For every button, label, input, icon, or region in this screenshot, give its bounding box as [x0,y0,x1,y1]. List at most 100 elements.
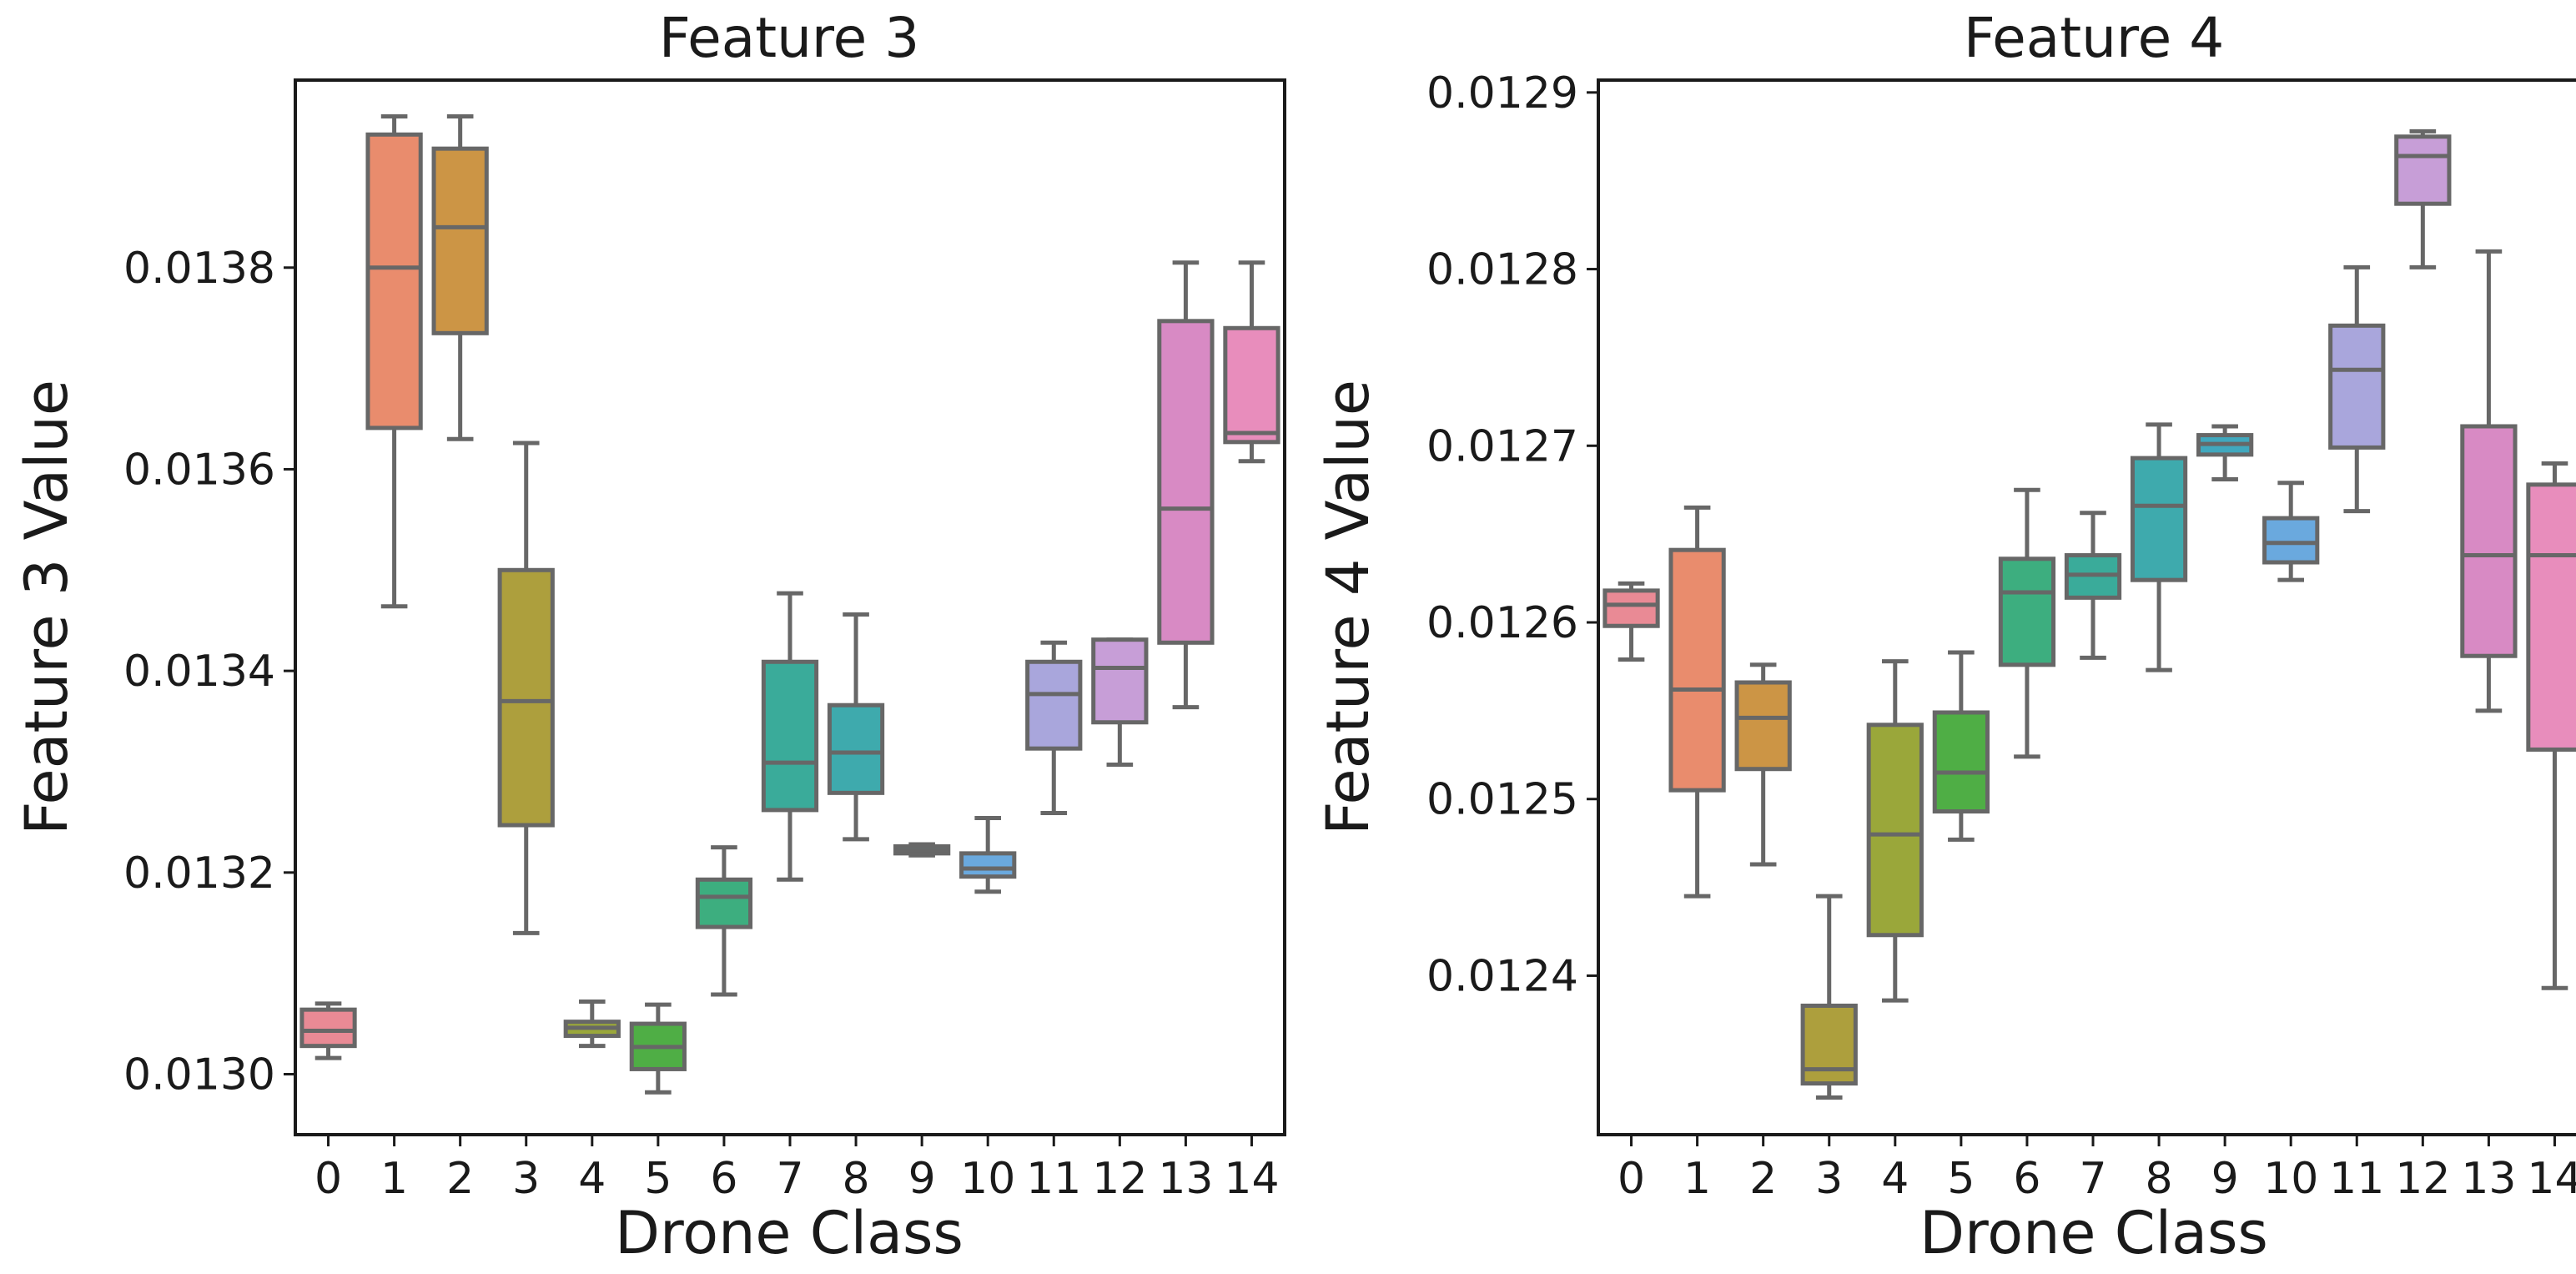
x-tick-label: 14 [1224,1154,1279,1204]
box-class-1 [365,114,423,609]
y-tick-label: 0.0138 [123,244,275,294]
box-iqr [2130,456,2188,582]
x-tick-label: 5 [644,1154,672,1204]
x-tick-label: 5 [1947,1154,1975,1204]
box-class-9 [893,842,951,858]
box-iqr [1866,723,1924,938]
box-iqr [2460,424,2518,658]
x-tick-label: 13 [1158,1154,1213,1204]
box-class-12 [2394,128,2452,269]
box-iqr [1734,680,1792,772]
box-class-2 [1734,662,1792,867]
x-tick-label: 6 [2013,1154,2040,1204]
y-tick-label: 0.0126 [1426,598,1578,648]
chart-feature-3: Feature 3 Feature 3 Value Drone Class 0.… [13,6,1286,1267]
x-tick-label: 7 [2079,1154,2106,1204]
box-class-11 [1025,640,1083,816]
box-iqr [497,567,555,828]
box-iqr [1998,556,2056,667]
box-iqr [1091,637,1149,725]
x-tick-label: 4 [1881,1154,1909,1204]
box-class-12 [1091,637,1149,768]
box-class-3 [1800,894,1858,1100]
box-class-5 [629,1002,687,1095]
x-tick-label: 1 [1683,1154,1711,1204]
box-class-7 [2064,511,2122,660]
box-iqr [2394,134,2452,206]
box-class-10 [959,816,1017,894]
box-class-14 [2526,461,2576,990]
y-axis-label: Feature 3 Value [13,380,81,835]
box-iqr [827,702,885,795]
box-iqr [1157,319,1215,645]
y-tick-label: 0.0124 [1426,951,1578,1001]
box-class-9 [2196,424,2254,481]
chart-title: Feature 4 [1964,6,2224,70]
x-tick-label: 12 [1092,1154,1147,1204]
box-class-10 [2262,481,2320,582]
box-iqr [959,851,1017,879]
box-iqr [2262,516,2320,565]
box-class-7 [761,591,819,882]
x-tick-label: 7 [776,1154,803,1204]
x-tick-label: 8 [2146,1154,2173,1204]
box-iqr [1602,588,1660,628]
plot-frame [1597,78,2576,1136]
box-iqr [2526,482,2576,752]
box-iqr [1025,659,1083,751]
x-ticks: 0 1 2 3 4 5 6 7 8 9 10 11 12 13 14 [1618,1135,2576,1204]
box-iqr [1932,710,1990,814]
box-iqr [2328,323,2386,450]
box-class-4 [1866,659,1924,1003]
x-tick-label: 0 [1618,1154,1645,1204]
box-iqr [365,132,423,431]
box-class-8 [2130,422,2188,672]
box-class-11 [2328,264,2386,514]
x-tick-label: 8 [843,1154,870,1204]
x-tick-label: 2 [446,1154,474,1204]
x-tick-label: 9 [2211,1154,2239,1204]
box-iqr [431,146,489,335]
x-tick-label: 11 [2329,1154,2384,1204]
x-tick-label: 4 [578,1154,606,1204]
x-tick-label: 13 [2461,1154,2516,1204]
box-iqr [695,877,753,929]
x-tick-label: 12 [2395,1154,2450,1204]
x-tick-label: 1 [380,1154,408,1204]
x-tick-label: 3 [1815,1154,1843,1204]
box-class-1 [1668,505,1726,899]
box-class-13 [2460,249,2518,713]
box-class-13 [1157,260,1215,710]
box-class-8 [827,612,885,842]
box-class-6 [695,845,753,997]
box-class-0 [299,1001,357,1060]
box-iqr [1223,325,1280,445]
plot-frame [294,78,1286,1136]
x-tick-label: 0 [314,1154,342,1204]
y-tick-label: 0.0125 [1426,775,1578,825]
x-tick-label: 9 [908,1154,936,1204]
y-tick-label: 0.0128 [1426,245,1578,295]
x-tick-label: 10 [960,1154,1015,1204]
x-ticks: 0 1 2 3 4 5 6 7 8 9 10 11 12 13 14 [314,1135,1280,1204]
x-tick-label: 6 [710,1154,737,1204]
box-class-5 [1932,650,1990,842]
box-iqr [1800,1003,1858,1086]
x-tick-label: 3 [512,1154,540,1204]
box-iqr [761,659,819,813]
x-tick-label: 14 [2527,1154,2576,1204]
box-class-0 [1602,581,1660,662]
x-tick-label: 2 [1749,1154,1777,1204]
x-axis-label: Drone Class [615,1199,963,1267]
y-tick-label: 0.0130 [123,1050,275,1100]
box-class-3 [497,441,555,935]
x-tick-label: 10 [2263,1154,2318,1204]
box-series [1602,128,2576,1100]
chart-title: Feature 3 [659,6,919,70]
box-class-6 [1998,487,2056,759]
y-tick-label: 0.0129 [1426,68,1578,118]
y-tick-label: 0.0134 [123,647,275,697]
box-series [299,114,1280,1095]
y-tick-label: 0.0136 [123,445,275,495]
